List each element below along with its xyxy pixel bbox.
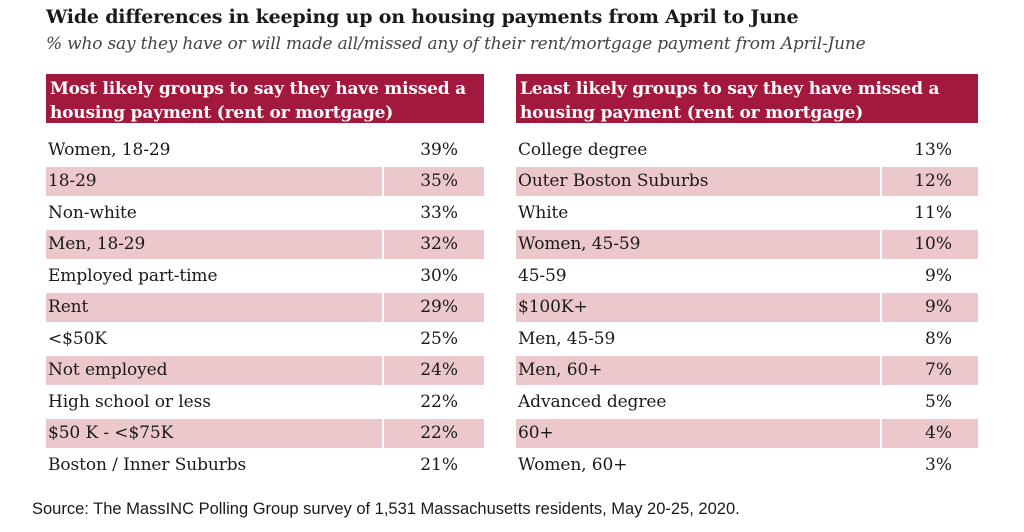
table-row: Men, 45-59 8% xyxy=(516,324,978,356)
chart-subtitle: % who say they have or will made all/mis… xyxy=(46,34,866,54)
row-value: 30% xyxy=(382,261,484,291)
row-value: 33% xyxy=(382,198,484,228)
row-value: 13% xyxy=(880,135,978,165)
row-label: Boston / Inner Suburbs xyxy=(48,454,247,475)
row-label: Employed part-time xyxy=(48,265,218,286)
row-value: 8% xyxy=(880,324,978,354)
table-row: College degree 13% xyxy=(516,135,978,167)
least-likely-table-rows: College degree 13% Outer Boston Suburbs 12%… xyxy=(516,135,978,482)
row-value: 24% xyxy=(382,355,484,385)
table-row: Boston / Inner Suburbs 21% xyxy=(46,450,484,482)
table-row: 18-29 35% xyxy=(46,166,484,198)
row-label: Women, 60+ xyxy=(518,454,628,475)
row-value: 29% xyxy=(382,292,484,322)
row-value: 39% xyxy=(382,135,484,165)
table-row: Men, 18-29 32% xyxy=(46,229,484,261)
row-label: Non-white xyxy=(48,202,137,223)
table-row: 45-59 9% xyxy=(516,261,978,293)
row-value: 9% xyxy=(880,261,978,291)
table-row: Outer Boston Suburbs 12% xyxy=(516,166,978,198)
row-label: 18-29 xyxy=(46,166,382,196)
table-row: 60+ 4% xyxy=(516,418,978,450)
row-value: 22% xyxy=(382,418,484,448)
row-value: 35% xyxy=(382,166,484,196)
row-label: 60+ xyxy=(516,418,880,448)
row-value: 5% xyxy=(880,387,978,417)
table-row: Women, 45-59 10% xyxy=(516,229,978,261)
row-value: 11% xyxy=(880,198,978,228)
row-value: 32% xyxy=(382,229,484,259)
row-label: $100K+ xyxy=(516,292,880,322)
row-value: 10% xyxy=(880,229,978,259)
table-row: Men, 60+ 7% xyxy=(516,355,978,387)
row-value: 4% xyxy=(880,418,978,448)
table-row: $100K+ 9% xyxy=(516,292,978,324)
table-row: <$50K 25% xyxy=(46,324,484,356)
table-row: $50 K - <$75K 22% xyxy=(46,418,484,450)
row-value: 3% xyxy=(880,450,978,480)
row-label: White xyxy=(518,202,569,223)
source-note: Source: The MassINC Polling Group survey… xyxy=(32,500,740,518)
row-label: Men, 18-29 xyxy=(46,229,382,259)
row-label: $50 K - <$75K xyxy=(46,418,382,448)
table-row: Women, 60+ 3% xyxy=(516,450,978,482)
row-label: 45-59 xyxy=(518,265,567,286)
table-row: White 11% xyxy=(516,198,978,230)
table-row: Women, 18-29 39% xyxy=(46,135,484,167)
most-likely-table-header: Most likely groups to say they have miss… xyxy=(46,74,484,123)
least-likely-table: Least likely groups to say they have mis… xyxy=(516,74,978,482)
row-label: Women, 18-29 xyxy=(48,139,171,160)
row-value: 9% xyxy=(880,292,978,322)
chart-title: Wide differences in keeping up on housin… xyxy=(46,6,799,28)
row-label: Men, 45-59 xyxy=(518,328,616,349)
row-label: College degree xyxy=(518,139,648,160)
row-value: 22% xyxy=(382,387,484,417)
row-label: Women, 45-59 xyxy=(516,229,880,259)
row-label: Outer Boston Suburbs xyxy=(516,166,880,196)
most-likely-table: Most likely groups to say they have miss… xyxy=(46,74,484,482)
row-label: Men, 60+ xyxy=(516,355,880,385)
table-row: Not employed 24% xyxy=(46,355,484,387)
row-value: 12% xyxy=(880,166,978,196)
row-label: <$50K xyxy=(48,328,107,349)
table-row: Employed part-time 30% xyxy=(46,261,484,293)
row-label: Rent xyxy=(46,292,382,322)
row-value: 21% xyxy=(382,450,484,480)
table-row: High school or less 22% xyxy=(46,387,484,419)
row-label: Advanced degree xyxy=(518,391,667,412)
row-label: Not employed xyxy=(46,355,382,385)
least-likely-table-header: Least likely groups to say they have mis… xyxy=(516,74,978,123)
most-likely-table-rows: Women, 18-29 39% 18-29 35% Non-white 33% Men, … xyxy=(46,135,484,482)
row-label: High school or less xyxy=(48,391,211,412)
row-value: 25% xyxy=(382,324,484,354)
row-value: 7% xyxy=(880,355,978,385)
table-row: Rent 29% xyxy=(46,292,484,324)
table-row: Advanced degree 5% xyxy=(516,387,978,419)
table-row: Non-white 33% xyxy=(46,198,484,230)
